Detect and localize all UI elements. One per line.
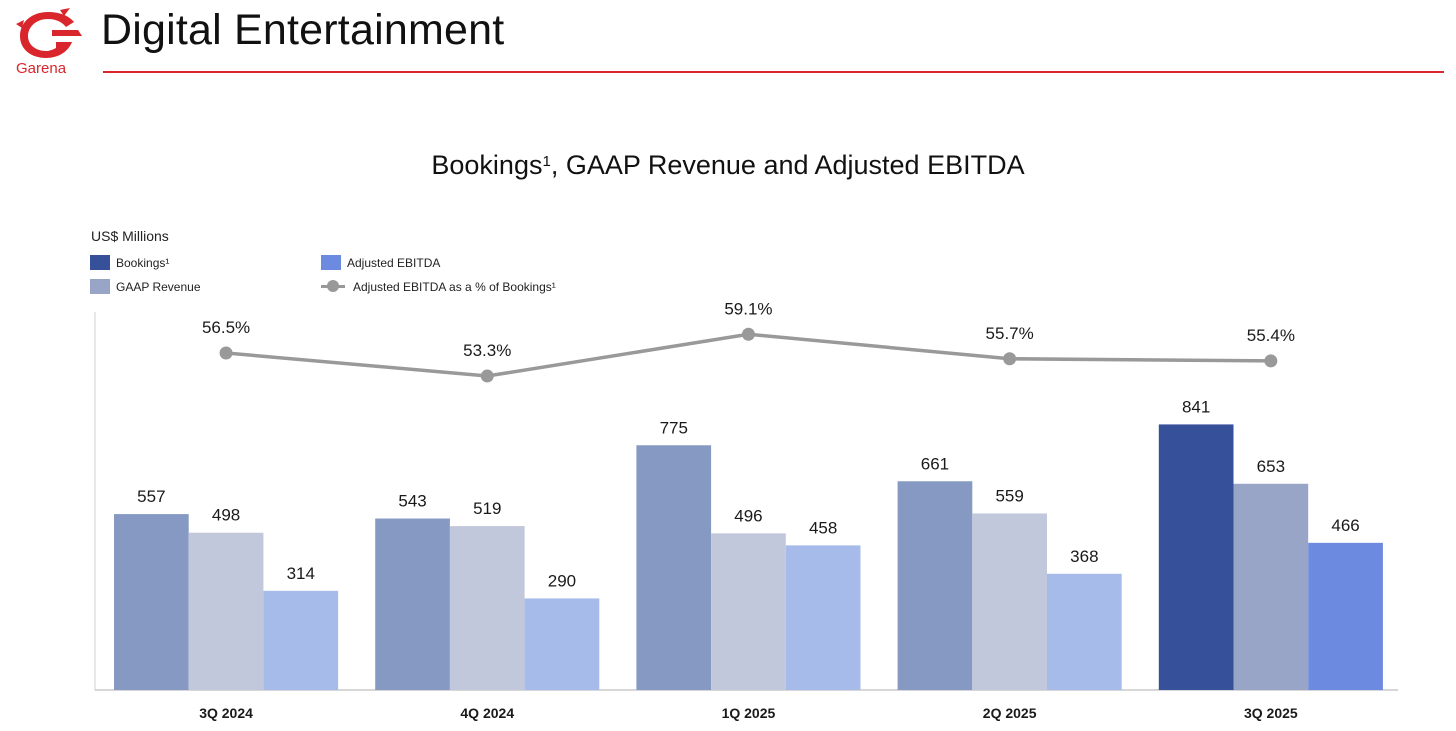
bar-gaap-revenue [1233, 483, 1309, 690]
bar-adjusted-ebitda [1308, 542, 1383, 690]
bar-bookings [897, 481, 973, 690]
ebitda-margin-label: 55.4% [1247, 326, 1295, 345]
chart-title-rest: , GAAP Revenue and Adjusted EBITDA [550, 150, 1025, 180]
data-label-bookings: 661 [921, 454, 949, 473]
bar-adjusted-ebitda [263, 590, 339, 690]
data-label-gaap-revenue: 498 [212, 506, 240, 525]
ebitda-margin-label: 56.5% [202, 318, 250, 337]
logo-text: Garena [16, 60, 67, 77]
data-label-gaap-revenue: 496 [734, 506, 762, 525]
bar-gaap-revenue [449, 526, 525, 690]
data-label-adjusted-ebitda: 290 [548, 571, 576, 590]
legend-item-adjusted-ebitda: Adjusted EBITDA [321, 255, 440, 271]
ebitda-margin-point [1264, 354, 1278, 368]
legend-label-adjusted-ebitda: Adjusted EBITDA [347, 256, 441, 270]
dragon-logo-icon [16, 8, 82, 58]
chart-title-main: Bookings [431, 150, 543, 180]
x-tick-label: 3Q 2025 [1244, 705, 1298, 721]
legend-swatch-bookings [90, 255, 110, 270]
data-label-gaap-revenue: 653 [1257, 457, 1285, 476]
ebitda-margin-point [480, 369, 494, 383]
data-label-adjusted-ebitda: 458 [809, 518, 837, 537]
x-tick-label: 3Q 2024 [199, 705, 253, 721]
ebitda-margin-point [1003, 352, 1017, 366]
bar-adjusted-ebitda [1047, 573, 1122, 690]
data-label-adjusted-ebitda: 314 [287, 564, 315, 583]
bar-adjusted-ebitda [524, 598, 600, 690]
bar-bookings [636, 445, 712, 690]
chart-title: Bookings1, GAAP Revenue and Adjusted EBI… [0, 150, 1456, 181]
legend-swatch-gaap-revenue [90, 279, 110, 294]
legend-label-bookings: Bookings¹ [116, 256, 170, 270]
legend-swatch-adjusted-ebitda [321, 255, 341, 270]
data-label-bookings: 557 [137, 487, 165, 506]
data-label-bookings: 543 [398, 492, 426, 511]
legend-item-bookings: Bookings¹ [90, 255, 169, 271]
title-divider [103, 71, 1444, 73]
bar-bookings [1158, 424, 1234, 690]
bar-gaap-revenue [711, 533, 786, 690]
x-tick-label: 4Q 2024 [460, 705, 514, 721]
garena-logo: Garena [8, 4, 88, 77]
x-tick-label: 1Q 2025 [722, 705, 776, 721]
x-tick-label: 2Q 2025 [983, 705, 1037, 721]
data-label-gaap-revenue: 519 [473, 499, 501, 518]
ebitda-margin-point [741, 327, 755, 341]
bar-bookings [375, 518, 450, 690]
bar-gaap-revenue [972, 513, 1047, 690]
data-label-adjusted-ebitda: 466 [1331, 516, 1359, 535]
ebitda-margin-label: 53.3% [463, 341, 511, 360]
legend-label-ebitda-margin: Adjusted EBITDA as a % of Bookings¹ [353, 280, 556, 294]
data-label-bookings: 841 [1182, 397, 1210, 416]
legend-line-marker-icon [321, 279, 345, 293]
bar-gaap-revenue [188, 532, 264, 690]
legend-label-gaap-revenue: GAAP Revenue [116, 280, 201, 294]
y-axis-unit-label: US$ Millions [91, 228, 169, 244]
page-title: Digital Entertainment [101, 6, 505, 54]
ebitda-margin-label: 55.7% [986, 324, 1034, 343]
bar-adjusted-ebitda [785, 545, 861, 690]
chart-title-superscript: 1 [542, 153, 551, 170]
bar-bookings [114, 514, 189, 690]
data-label-adjusted-ebitda: 368 [1070, 547, 1098, 566]
data-label-gaap-revenue: 559 [995, 486, 1023, 505]
legend-item-gaap-revenue: GAAP Revenue [90, 279, 201, 295]
legend-item-ebitda-margin: Adjusted EBITDA as a % of Bookings¹ [321, 279, 556, 295]
ebitda-margin-point [219, 346, 233, 360]
data-label-bookings: 775 [660, 418, 688, 437]
ebitda-margin-label: 59.1% [724, 299, 772, 318]
